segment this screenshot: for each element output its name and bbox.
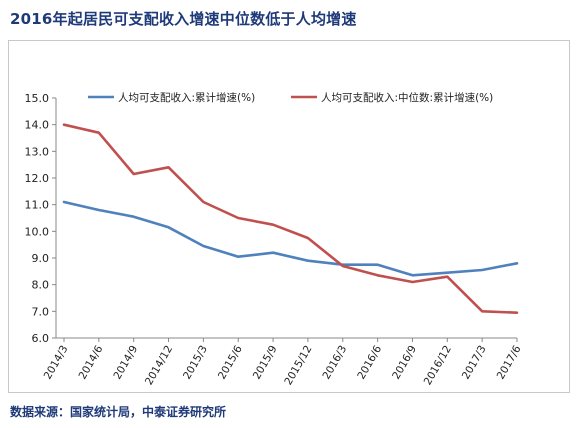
y-tick-label: 14.0 <box>25 119 50 132</box>
x-tick-label: 2014/6 <box>77 343 106 381</box>
x-tick-label: 2014/12 <box>143 344 175 388</box>
chart-frame <box>8 40 570 393</box>
x-tick-label: 2016/6 <box>355 343 384 381</box>
y-tick-label: 11.0 <box>25 199 50 212</box>
series-line-2 <box>62 123 519 315</box>
y-tick-label: 15.0 <box>25 92 50 105</box>
series-line-1 <box>62 200 519 277</box>
x-tick-label: 2015/9 <box>251 344 280 382</box>
x-tick-label: 2015/12 <box>282 344 314 388</box>
x-tick-label: 2014/3 <box>42 344 71 382</box>
y-tick-label: 7.0 <box>32 305 50 318</box>
y-tick-label: 10.0 <box>25 225 50 238</box>
x-tick-label: 2016/3 <box>320 344 349 382</box>
x-tick-label: 2016/9 <box>390 344 419 382</box>
y-tick-label: 12.0 <box>25 172 50 185</box>
x-tick-label: 2015/3 <box>181 344 210 382</box>
y-tick-label: 8.0 <box>32 279 50 292</box>
legend-label-2: 人均可支配收入:中位数:累计增速(%) <box>321 91 493 104</box>
x-tick-label: 2015/6 <box>216 343 245 381</box>
chart-title: 2016年起居民可支配收入增速中位数低于人均增速 <box>10 10 357 28</box>
line-chart: 15.014.013.012.011.010.09.08.07.06.02014… <box>25 91 524 388</box>
y-tick-label: 9.0 <box>32 252 50 265</box>
legend-label-1: 人均可支配收入:累计增速(%) <box>118 91 255 104</box>
x-tick-label: 2014/9 <box>111 344 140 382</box>
x-tick-label: 2017/3 <box>460 343 489 381</box>
y-tick-label: 6.0 <box>32 332 50 345</box>
data-source: 数据来源：国家统计局，中泰证券研究所 <box>10 405 227 419</box>
y-tick-label: 13.0 <box>25 145 50 158</box>
x-tick-label: 2016/12 <box>422 344 454 388</box>
x-tick-label: 2017/6 <box>495 343 524 381</box>
